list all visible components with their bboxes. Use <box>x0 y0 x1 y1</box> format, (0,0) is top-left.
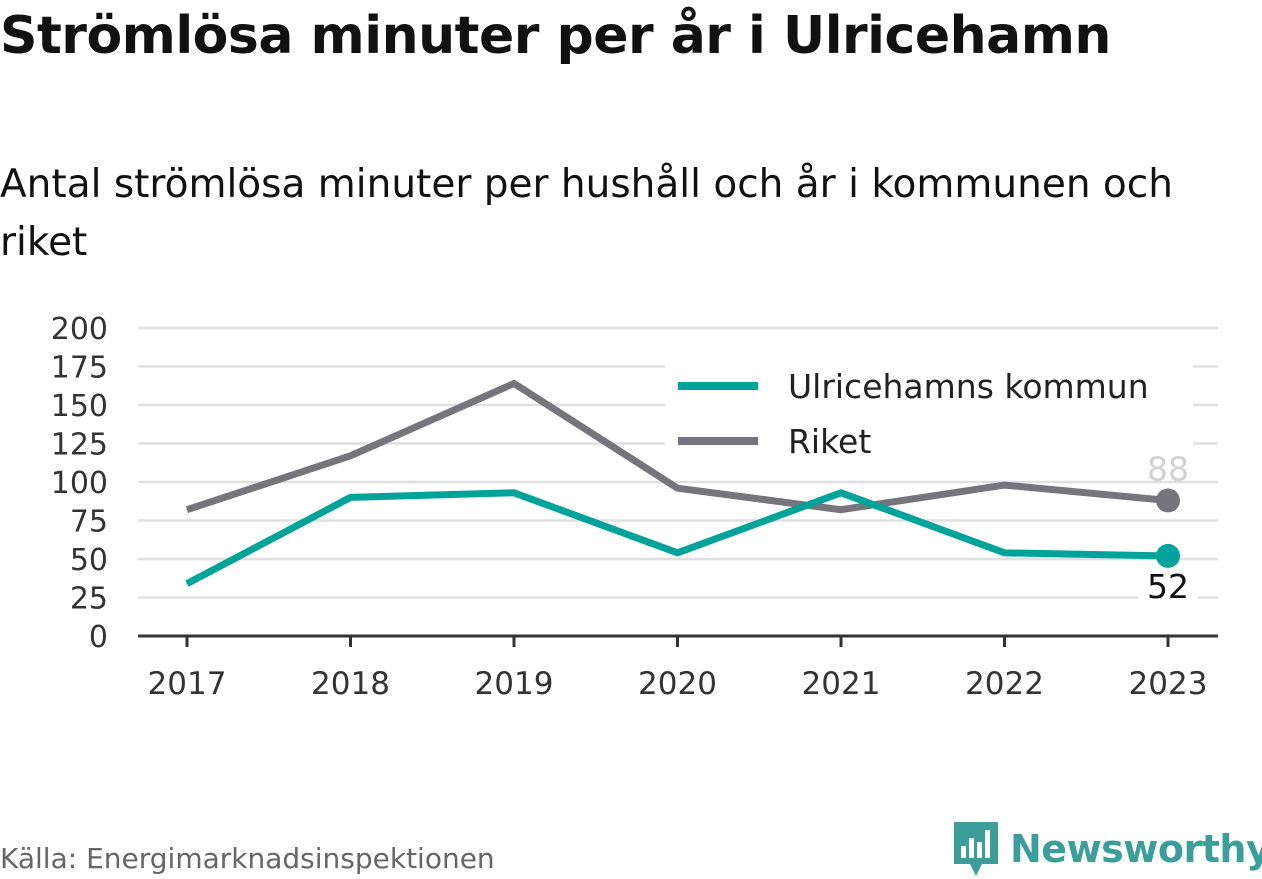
x-tick-label: 2018 <box>311 666 390 702</box>
data-point <box>1004 552 1005 554</box>
chart-title: Strömlösa minuter per år i Ulricehamn <box>0 6 1111 66</box>
data-point <box>350 455 351 457</box>
x-tick-label: 2023 <box>1129 666 1208 702</box>
x-tick-label: 2019 <box>475 666 554 702</box>
x-tick-label: 2021 <box>802 666 881 702</box>
y-tick-label: 0 <box>89 620 108 655</box>
legend-label: Ulricehamns kommun <box>788 367 1149 406</box>
series-line-kommun <box>185 489 1169 587</box>
x-tick-label: 2017 <box>148 666 227 702</box>
y-tick-label: 175 <box>51 351 108 386</box>
source-note: Källa: Energimarknadsinspektionen <box>0 842 495 875</box>
data-point <box>840 492 842 494</box>
legend: Ulricehamns kommun Riket <box>665 356 1193 472</box>
end-point-marker <box>1156 543 1180 568</box>
end-point-marker <box>1156 488 1180 513</box>
y-tick-label: 200 <box>51 312 108 347</box>
legend-box <box>665 356 1193 472</box>
legend-label: Riket <box>788 422 871 461</box>
x-tick-label: 2022 <box>965 666 1044 702</box>
end-label-riket: 88 <box>1147 449 1189 488</box>
series-lines <box>185 379 1180 587</box>
end-label-bg <box>1138 567 1198 606</box>
end-labels: 52 88 <box>1138 449 1198 606</box>
y-tick-label: 150 <box>51 389 108 424</box>
data-point <box>513 382 515 384</box>
end-label-kommun: 52 <box>1147 567 1189 606</box>
x-axis: 2017 2018 2019 2020 2021 2022 2023 <box>138 634 1218 702</box>
data-point <box>513 492 515 494</box>
data-point <box>350 496 351 498</box>
data-point <box>1004 484 1005 486</box>
data-point <box>677 552 678 554</box>
brand-name: Newsworthy <box>1010 827 1262 871</box>
newsworthy-logo-icon <box>954 822 998 876</box>
chart-subtitle: Antal strömlösa minuter per hushåll och … <box>0 162 1173 265</box>
data-point <box>677 487 678 489</box>
y-tick-label: 100 <box>51 466 108 501</box>
y-tick-label: 125 <box>51 428 108 463</box>
y-tick-label: 50 <box>70 543 108 578</box>
y-tick-label: 25 <box>70 582 108 617</box>
data-point <box>186 583 188 585</box>
x-tick-label: 2020 <box>638 666 717 702</box>
brand-logo: Newsworthy <box>952 820 1262 878</box>
data-point <box>840 509 842 511</box>
data-point <box>186 509 188 511</box>
y-tick-label: 75 <box>70 505 108 540</box>
